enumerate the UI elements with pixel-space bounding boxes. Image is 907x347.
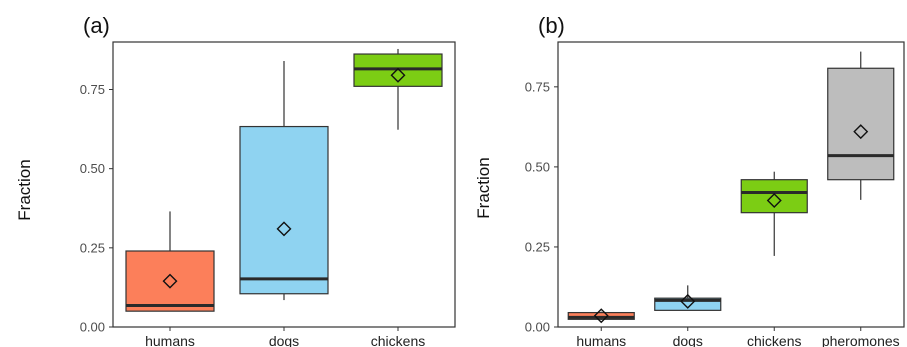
panel-a: (a) Fraction 0.00 0.25 0.50 0.75 humans dogs c… (15, 13, 456, 347)
box-iqr (239, 125, 329, 295)
panel-a-ytick-label: 0.25 (80, 240, 105, 255)
mean-marker (853, 124, 869, 140)
box-iqr (125, 250, 215, 312)
mean-marker (680, 293, 696, 309)
panel-a-ylabel: Fraction (15, 159, 34, 220)
mean-marker (390, 67, 406, 83)
panel-b-ytick-label: 0.50 (525, 159, 550, 174)
box-iqr (827, 67, 895, 181)
panel-b-ytick-label: 0.75 (525, 79, 550, 94)
panel-b-box-humans (567, 308, 635, 324)
panel-b-ylabel: Fraction (474, 157, 493, 218)
panel-a-category-label: dogs (269, 333, 299, 347)
panel-b: (b) Fraction 0.00 0.25 0.50 0.75 humans dogs c… (474, 13, 905, 347)
panel-a-box-humans (125, 211, 215, 312)
panel-a-box-dogs (239, 61, 329, 301)
panel-a-category-label: humans (145, 333, 195, 347)
panel-b-box-pheromones (827, 51, 895, 200)
panel-b-box-chickens (740, 171, 808, 256)
panel-b-box-dogs (654, 285, 722, 311)
panel-a-ytick-label: 0.50 (80, 161, 105, 176)
panel-b-category-label: dogs (673, 333, 703, 347)
mean-marker (276, 221, 292, 237)
panel-b-category-label: humans (576, 333, 626, 347)
mean-marker (162, 273, 178, 289)
panel-b-category-label: pheromones (822, 333, 900, 347)
mean-marker (593, 308, 609, 324)
mean-marker (766, 193, 782, 209)
panel-a-ytick-label: 0.00 (80, 320, 105, 335)
panel-a-label: (a) (83, 13, 110, 38)
panel-a-box-chickens (353, 48, 443, 130)
panel-b-label: (b) (538, 13, 565, 38)
panel-b-frame (557, 41, 905, 328)
panel-a-ytick-label: 0.75 (80, 82, 105, 97)
panel-b-category-label: chickens (747, 333, 801, 347)
panel-b-ytick-label: 0.25 (525, 239, 550, 254)
panel-b-ytick-label: 0.00 (525, 320, 550, 335)
panel-a-category-label: chickens (371, 333, 425, 347)
